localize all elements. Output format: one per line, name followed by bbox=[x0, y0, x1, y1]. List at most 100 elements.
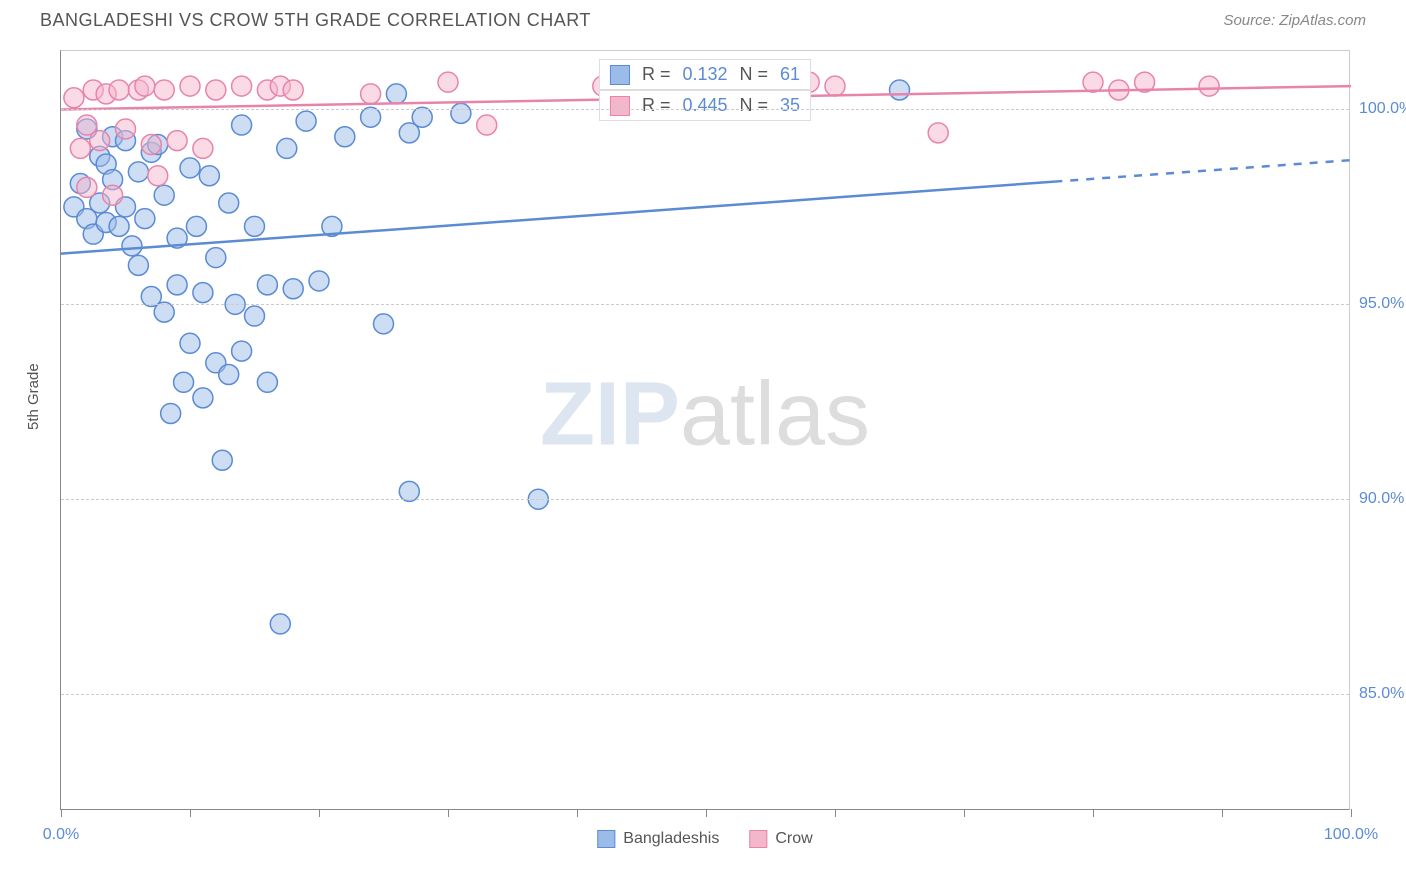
scatter-point bbox=[70, 138, 90, 158]
scatter-point bbox=[1083, 72, 1103, 92]
scatter-point bbox=[296, 111, 316, 131]
x-tick bbox=[448, 809, 449, 817]
scatter-point bbox=[135, 209, 155, 229]
x-tick bbox=[577, 809, 578, 817]
stats-n-label: N = bbox=[740, 64, 769, 85]
stats-n-value: 61 bbox=[780, 64, 800, 85]
scatter-point bbox=[270, 614, 290, 634]
header: BANGLADESHI VS CROW 5TH GRADE CORRELATIO… bbox=[0, 0, 1406, 31]
x-tick-label: 100.0% bbox=[1324, 826, 1378, 844]
stats-r-value: 0.132 bbox=[682, 64, 727, 85]
gridline bbox=[61, 499, 1349, 500]
stats-swatch bbox=[610, 96, 630, 116]
x-tick bbox=[1222, 809, 1223, 817]
scatter-point bbox=[309, 271, 329, 291]
scatter-point bbox=[161, 403, 181, 423]
scatter-point bbox=[154, 80, 174, 100]
y-axis-label: 5th Grade bbox=[25, 363, 42, 430]
scatter-point bbox=[277, 138, 297, 158]
scatter-point bbox=[825, 76, 845, 96]
scatter-point bbox=[154, 185, 174, 205]
stats-box: R = 0.132 N = 61R = 0.445 N = 35 bbox=[599, 59, 811, 121]
scatter-point bbox=[361, 84, 381, 104]
gridline bbox=[61, 694, 1349, 695]
scatter-point bbox=[374, 314, 394, 334]
legend: Bangladeshis Crow bbox=[597, 830, 812, 848]
legend-item: Crow bbox=[749, 830, 812, 848]
scatter-point bbox=[438, 72, 458, 92]
scatter-point bbox=[90, 131, 110, 151]
scatter-point bbox=[219, 193, 239, 213]
scatter-point bbox=[232, 341, 252, 361]
scatter-point bbox=[1199, 76, 1219, 96]
plot-region: ZIPatlas R =0.132N =61R =0.445N =35 85.0… bbox=[60, 50, 1350, 810]
source-label: Source: ZipAtlas.com bbox=[1223, 12, 1366, 29]
scatter-point bbox=[135, 76, 155, 96]
legend-label: Bangladeshis bbox=[623, 830, 719, 848]
trend-line-dashed bbox=[1054, 160, 1351, 182]
chart-area: ZIPatlas R =0.132N =61R =0.445N =35 85.0… bbox=[60, 50, 1350, 810]
y-tick-label: 100.0% bbox=[1359, 100, 1406, 118]
scatter-point bbox=[128, 255, 148, 275]
scatter-point bbox=[245, 216, 265, 236]
scatter-point bbox=[193, 138, 213, 158]
scatter-point bbox=[232, 115, 252, 135]
y-tick-label: 95.0% bbox=[1359, 295, 1406, 313]
stats-row: R = 0.132 N = 61 bbox=[599, 59, 811, 90]
scatter-point bbox=[245, 306, 265, 326]
scatter-point bbox=[141, 135, 161, 155]
legend-swatch bbox=[597, 830, 615, 848]
stats-r-label: R = bbox=[642, 64, 671, 85]
gridline bbox=[61, 109, 1349, 110]
scatter-point bbox=[283, 80, 303, 100]
scatter-point bbox=[928, 123, 948, 143]
scatter-point bbox=[77, 177, 97, 197]
scatter-point bbox=[890, 80, 910, 100]
scatter-point bbox=[186, 216, 206, 236]
scatter-point bbox=[335, 127, 355, 147]
x-tick-label: 0.0% bbox=[43, 826, 79, 844]
x-tick bbox=[1351, 809, 1352, 817]
plot-svg bbox=[61, 51, 1349, 809]
scatter-point bbox=[109, 80, 129, 100]
x-tick bbox=[706, 809, 707, 817]
legend-item: Bangladeshis bbox=[597, 830, 719, 848]
x-tick bbox=[1093, 809, 1094, 817]
scatter-point bbox=[148, 166, 168, 186]
stats-r-value: 0.445 bbox=[682, 95, 727, 116]
scatter-point bbox=[167, 275, 187, 295]
scatter-point bbox=[451, 103, 471, 123]
scatter-point bbox=[193, 388, 213, 408]
x-tick bbox=[964, 809, 965, 817]
scatter-point bbox=[257, 275, 277, 295]
scatter-point bbox=[109, 216, 129, 236]
y-tick-label: 85.0% bbox=[1359, 685, 1406, 703]
stats-n-label: N = bbox=[740, 95, 769, 116]
scatter-point bbox=[386, 84, 406, 104]
scatter-point bbox=[180, 333, 200, 353]
x-tick bbox=[835, 809, 836, 817]
scatter-point bbox=[283, 279, 303, 299]
trend-line bbox=[61, 182, 1054, 254]
scatter-point bbox=[167, 131, 187, 151]
scatter-point bbox=[64, 88, 84, 108]
x-tick bbox=[61, 809, 62, 817]
scatter-point bbox=[122, 236, 142, 256]
y-tick-label: 90.0% bbox=[1359, 490, 1406, 508]
scatter-point bbox=[128, 162, 148, 182]
stats-row: R =0.445N =35 bbox=[599, 90, 811, 121]
scatter-point bbox=[257, 372, 277, 392]
scatter-point bbox=[206, 248, 226, 268]
scatter-point bbox=[199, 166, 219, 186]
scatter-point bbox=[212, 450, 232, 470]
stats-swatch bbox=[610, 65, 630, 85]
legend-label: Crow bbox=[775, 830, 812, 848]
scatter-point bbox=[193, 283, 213, 303]
stats-n-value: 35 bbox=[780, 95, 800, 116]
page-title: BANGLADESHI VS CROW 5TH GRADE CORRELATIO… bbox=[40, 10, 591, 31]
scatter-point bbox=[103, 185, 123, 205]
x-tick bbox=[190, 809, 191, 817]
legend-swatch bbox=[749, 830, 767, 848]
scatter-point bbox=[180, 158, 200, 178]
scatter-point bbox=[219, 364, 239, 384]
